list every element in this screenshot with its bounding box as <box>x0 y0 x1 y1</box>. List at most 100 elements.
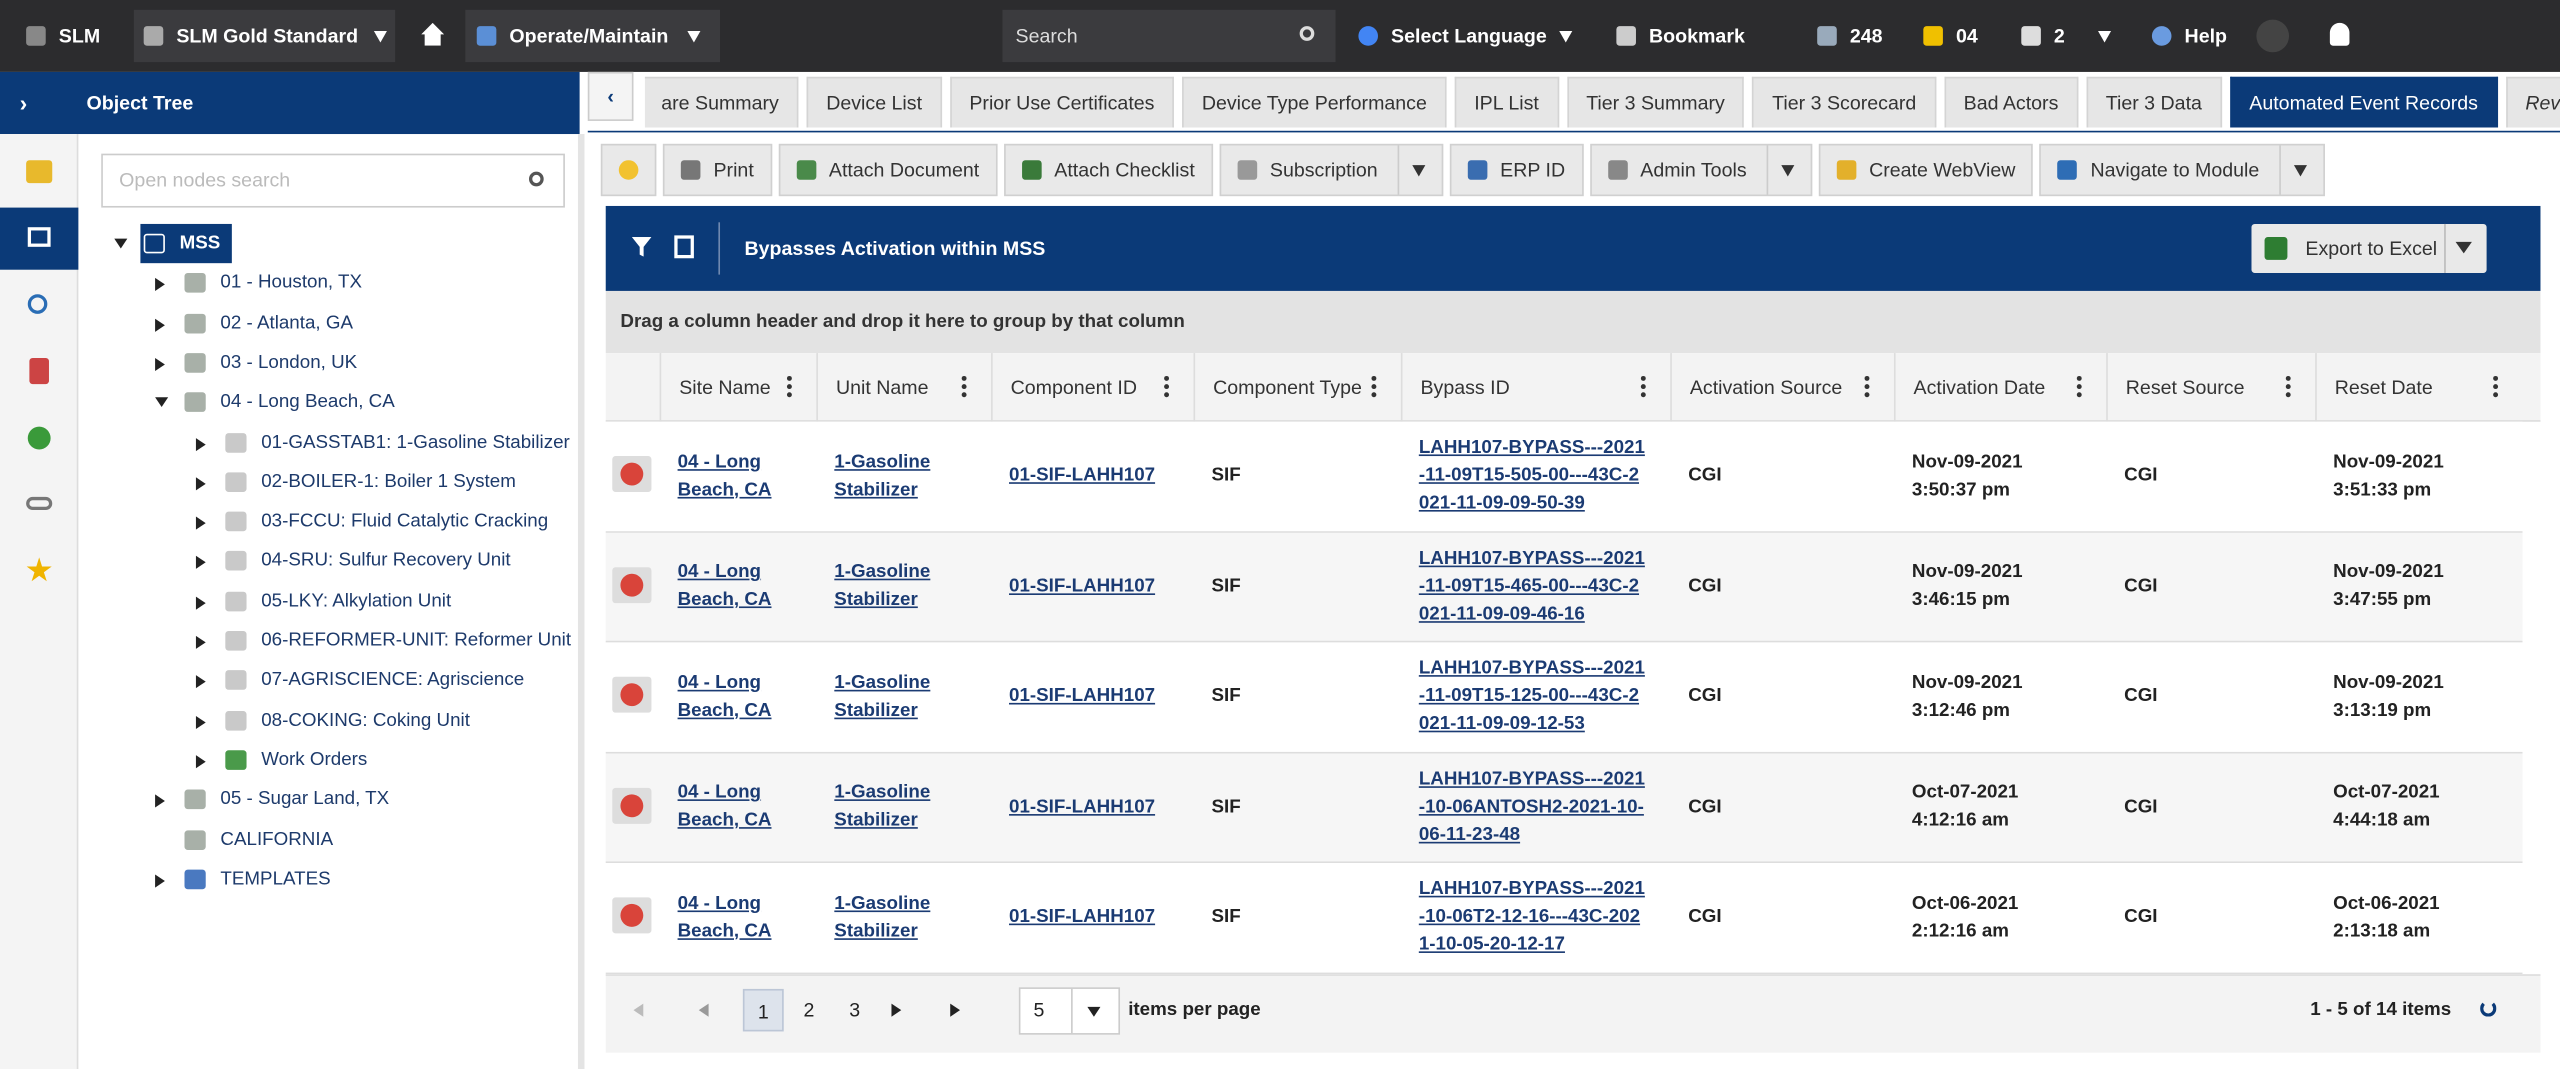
column-menu[interactable] <box>1640 375 1646 381</box>
cell[interactable]: 01-SIF-LAHH107 <box>1009 753 1172 863</box>
page-size[interactable]: 5 <box>1018 987 1121 1035</box>
delete-button[interactable] <box>612 787 652 824</box>
tab[interactable]: Prior Use Certificates <box>949 76 1175 128</box>
caret[interactable] <box>195 516 206 530</box>
toolbar-button[interactable]: Create WebView <box>1818 143 2034 197</box>
top-help[interactable]: Help <box>2151 0 2227 72</box>
caret[interactable] <box>2098 31 2112 43</box>
cell[interactable]: 04 - Long Beach, CA <box>678 753 782 863</box>
tree-node[interactable]: Work Orders <box>261 750 368 770</box>
column-menu[interactable] <box>2076 384 2082 390</box>
column-menu[interactable] <box>1640 392 1646 398</box>
top-messages[interactable]: 248 <box>1817 0 1883 72</box>
cell[interactable]: 04 - Long Beach, CA <box>678 642 782 752</box>
column-header[interactable]: Unit Name <box>835 375 929 399</box>
tree-node[interactable]: 03-FCCU: Fluid Catalytic Cracking <box>261 511 549 532</box>
top-search[interactable]: Search <box>1016 0 1078 72</box>
export-button[interactable] <box>2251 223 2487 273</box>
cell[interactable]: LAHH107-BYPASS---2021-10-06ANTOSH2-2021-… <box>1419 753 1648 863</box>
tab[interactable]: Tier 3 Summary <box>1566 76 1745 128</box>
tree-node[interactable]: 01 - Houston, TX <box>220 273 363 294</box>
cell[interactable]: 01-SIF-LAHH107 <box>1009 422 1172 532</box>
tree-node[interactable]: MSS <box>179 233 221 254</box>
tree-node[interactable]: 02-BOILER-1: Boiler 1 System <box>261 472 516 492</box>
column-menu[interactable] <box>2493 392 2499 398</box>
caret[interactable] <box>195 755 206 769</box>
cell[interactable]: 01-SIF-LAHH107 <box>1009 532 1172 642</box>
column-menu[interactable] <box>1640 384 1646 390</box>
delete-button[interactable] <box>612 566 652 603</box>
export-label[interactable]: Export to Excel <box>2305 237 2438 260</box>
delete-button[interactable] <box>612 897 652 934</box>
cell[interactable]: 1-Gasoline Stabilizer <box>834 532 938 642</box>
caret[interactable] <box>155 794 165 808</box>
column-menu[interactable] <box>961 384 967 390</box>
column-header[interactable]: Component ID <box>1010 375 1137 399</box>
refresh-icon[interactable] <box>2480 1000 2497 1017</box>
cell[interactable]: 1-Gasoline Stabilizer <box>834 642 938 752</box>
column-header[interactable]: Component Type <box>1213 375 1362 399</box>
user-icon[interactable] <box>2329 22 2350 46</box>
column-menu[interactable] <box>1164 392 1170 398</box>
column-menu[interactable] <box>2493 384 2499 390</box>
column-menu[interactable] <box>1371 375 1377 381</box>
cell[interactable]: LAHH107-BYPASS---2021-11-09T15-465-00---… <box>1419 532 1648 642</box>
cell[interactable]: 1-Gasoline Stabilizer <box>834 422 938 532</box>
tab[interactable]: Bad Actors <box>1944 76 2078 128</box>
column-header[interactable]: Bypass ID <box>1420 375 1510 399</box>
caret[interactable] <box>2293 164 2307 176</box>
column-menu[interactable] <box>1864 392 1870 398</box>
tree-node[interactable]: 04 - Long Beach, CA <box>220 392 395 413</box>
tree-node[interactable]: 07-AGRISCIENCE: Agriscience <box>261 670 525 691</box>
caret[interactable] <box>1087 1006 1101 1017</box>
toolbar-button[interactable]: Navigate to Module <box>2039 143 2325 197</box>
caret[interactable] <box>373 31 387 43</box>
caret[interactable] <box>687 31 701 43</box>
toolbar-button[interactable]: Attach Document <box>778 143 998 197</box>
toolbar-button[interactable]: ERP ID <box>1449 143 1584 197</box>
column-menu[interactable] <box>2285 392 2291 398</box>
caret[interactable] <box>195 437 206 451</box>
page-number[interactable]: 2 <box>803 998 815 1022</box>
column-menu[interactable] <box>961 392 967 398</box>
top-alerts[interactable]: 04 <box>1923 0 1978 72</box>
caret[interactable] <box>195 715 206 729</box>
column-header[interactable]: Reset Source <box>2125 375 2245 399</box>
cell[interactable]: LAHH107-BYPASS---2021-10-06T2-12-16---43… <box>1419 863 1648 973</box>
tab[interactable]: Revisions <box>2505 76 2560 128</box>
tree-node[interactable]: 03 - London, UK <box>220 352 358 373</box>
top-docs[interactable]: 2 <box>2021 0 2065 72</box>
column-menu[interactable] <box>1864 375 1870 381</box>
tab[interactable]: are Summary <box>644 76 799 128</box>
tab[interactable]: Automated Event Records <box>2229 76 2498 128</box>
top-language[interactable]: Select Language <box>1358 0 1547 72</box>
caret[interactable] <box>155 874 165 888</box>
caret[interactable] <box>114 238 128 249</box>
tab[interactable]: IPL List <box>1454 76 1559 128</box>
tip-button[interactable] <box>600 143 657 197</box>
caret[interactable] <box>195 635 206 649</box>
top-app[interactable]: SLM <box>26 0 100 72</box>
tree-search[interactable]: Open nodes search <box>101 153 565 208</box>
page-number[interactable]: 1 <box>742 988 784 1032</box>
tab[interactable]: Device List <box>806 76 942 128</box>
column-menu[interactable] <box>2493 375 2499 381</box>
page-number[interactable]: 3 <box>849 998 861 1022</box>
cell[interactable]: 01-SIF-LAHH107 <box>1009 642 1172 752</box>
cell[interactable]: 04 - Long Beach, CA <box>678 863 782 973</box>
caret[interactable] <box>155 357 165 371</box>
expand-arrow[interactable]: › <box>19 89 28 117</box>
caret[interactable] <box>1559 31 1573 43</box>
caret[interactable] <box>1412 164 1426 176</box>
columns-icon[interactable] <box>674 235 694 259</box>
caret[interactable] <box>195 476 206 491</box>
delete-button[interactable] <box>612 676 652 713</box>
column-header[interactable]: Reset Date <box>2334 375 2433 399</box>
top-bookmark[interactable]: Bookmark <box>1616 0 1745 72</box>
cell[interactable]: LAHH107-BYPASS---2021-11-09T15-125-00---… <box>1419 642 1648 752</box>
tab[interactable]: Device Type Performance <box>1182 76 1447 128</box>
pager-last[interactable] <box>950 1003 961 1017</box>
column-header[interactable]: Activation Source <box>1689 375 1843 399</box>
column-menu[interactable] <box>786 375 792 381</box>
column-menu[interactable] <box>1371 384 1377 390</box>
